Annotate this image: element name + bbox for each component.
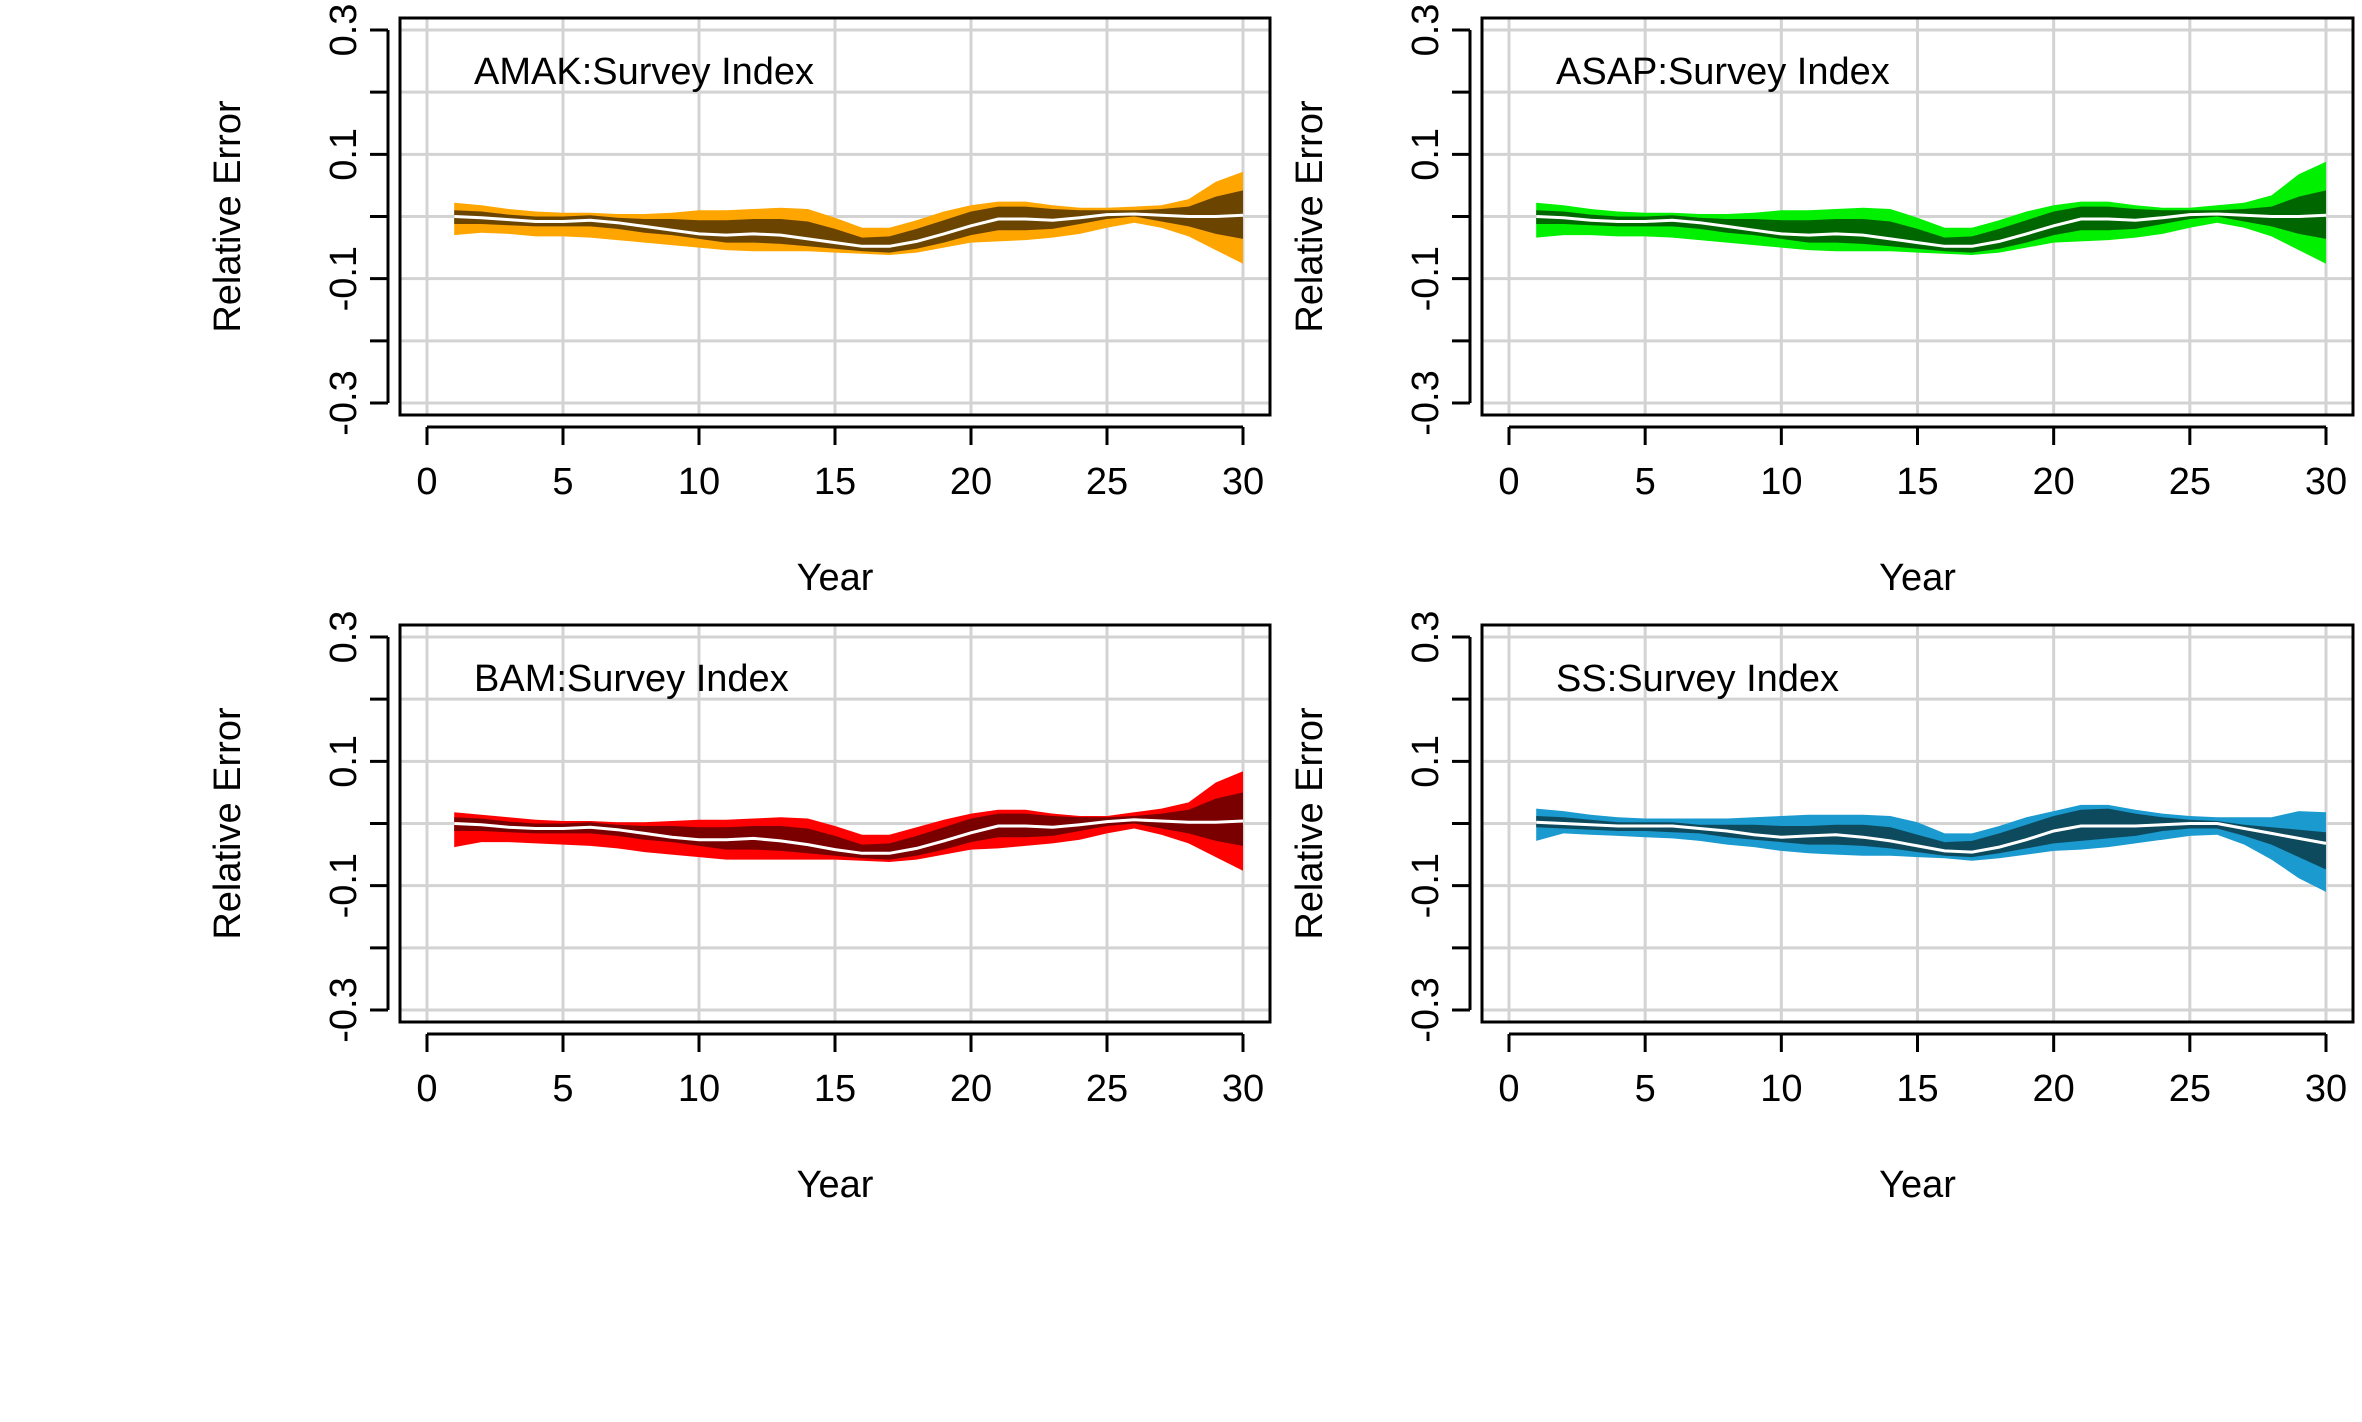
plot-frame <box>398 623 1272 1024</box>
x-tick-label: 0 <box>416 461 437 503</box>
panel-title: AMAK:Survey Index <box>474 51 814 93</box>
y-tick-label: 0.3 <box>323 611 365 664</box>
y-axis-label: Relative Error <box>207 100 249 333</box>
x-tick-label: 15 <box>814 1068 856 1110</box>
series-median-line <box>454 818 1244 855</box>
panel-title: ASAP:Survey Index <box>1556 51 1890 93</box>
x-tick-label: 5 <box>1635 1068 1656 1110</box>
series-median-line <box>1536 820 2327 854</box>
x-axis-label: Year <box>797 1164 874 1206</box>
series-inner-band <box>454 792 1243 860</box>
plot-frame <box>1480 16 2355 417</box>
y-axis-label: Relative Error <box>1289 707 1331 940</box>
y-tick-label: 0.3 <box>1405 611 1447 664</box>
x-tick-label: 5 <box>1635 461 1656 503</box>
x-tick-label: 10 <box>1760 461 1802 503</box>
x-tick-label: 15 <box>1896 1068 1938 1110</box>
y-tick-label: -0.3 <box>323 370 365 435</box>
x-tick-label: 30 <box>2305 1068 2347 1110</box>
y-tick-label: -0.1 <box>323 246 365 311</box>
chart-panel-2: 0 5 10 15 20 25 30 Year -0.3 -0.1 0.1 0.3 Relative E… <box>1289 4 2355 599</box>
x-tick-label: 5 <box>552 1068 573 1110</box>
x-tick-label: 0 <box>1498 1068 1519 1110</box>
x-tick-label: 10 <box>1760 1068 1802 1110</box>
panel-title: SS:Survey Index <box>1556 658 1839 700</box>
x-tick-label: 5 <box>552 461 573 503</box>
x-tick-label: 20 <box>950 461 992 503</box>
x-tick-label: 15 <box>814 461 856 503</box>
panel-title: BAM:Survey Index <box>474 658 789 700</box>
series-outer-band <box>1536 161 2326 264</box>
y-tick-label: 0.3 <box>323 4 365 57</box>
y-tick-label: 0.1 <box>1405 128 1447 181</box>
x-tick-label: 25 <box>1086 1068 1128 1110</box>
x-tick-label: 10 <box>678 461 720 503</box>
x-tick-label: 25 <box>2169 1068 2211 1110</box>
x-tick-label: 20 <box>2033 461 2075 503</box>
y-tick-label: 0.1 <box>323 735 365 788</box>
y-tick-label: -0.1 <box>1405 246 1447 311</box>
y-tick-label: -0.1 <box>1405 853 1447 918</box>
series-outer-band <box>454 771 1243 871</box>
x-tick-label: 30 <box>1222 461 1264 503</box>
x-tick-label: 0 <box>1498 461 1519 503</box>
chart-panel-1: 0 5 10 15 20 25 30 Year -0.3 -0.1 0.1 0.3 Relative E… <box>207 4 1272 599</box>
x-tick-label: 30 <box>2305 461 2347 503</box>
series-median-line <box>454 212 1244 248</box>
x-tick-label: 25 <box>2169 461 2211 503</box>
y-tick-label: -0.3 <box>323 977 365 1042</box>
x-tick-label: 10 <box>678 1068 720 1110</box>
y-tick-label: -0.1 <box>323 853 365 918</box>
y-tick-label: -0.3 <box>1405 977 1447 1042</box>
chart-panel-3: 0 5 10 15 20 25 30 Year -0.3 -0.1 0.1 0.3 Relative E… <box>207 611 1272 1206</box>
x-tick-label: 30 <box>1222 1068 1264 1110</box>
chart-panel-4: 0 5 10 15 20 25 30 Year -0.3 -0.1 0.1 0.3 Relative E… <box>1289 611 2355 1206</box>
y-axis-label: Relative Error <box>1289 100 1331 333</box>
x-tick-label: 25 <box>1086 461 1128 503</box>
series-inner-band <box>1536 808 2326 870</box>
x-tick-label: 15 <box>1896 461 1938 503</box>
x-axis-label: Year <box>1879 557 1956 599</box>
x-tick-label: 20 <box>2033 1068 2075 1110</box>
x-axis-label: Year <box>797 557 874 599</box>
series-median-line <box>1536 212 2327 248</box>
x-tick-label: 20 <box>950 1068 992 1110</box>
plot-frame <box>398 16 1272 417</box>
series-outer-band <box>454 171 1243 264</box>
y-tick-label: -0.3 <box>1405 370 1447 435</box>
plot-frame <box>1480 623 2355 1024</box>
y-tick-label: 0.1 <box>1405 735 1447 788</box>
y-tick-label: 0.1 <box>323 128 365 181</box>
x-tick-label: 0 <box>416 1068 437 1110</box>
y-tick-label: 0.3 <box>1405 4 1447 57</box>
y-axis-label: Relative Error <box>207 707 249 940</box>
x-axis-label: Year <box>1879 1164 1956 1206</box>
